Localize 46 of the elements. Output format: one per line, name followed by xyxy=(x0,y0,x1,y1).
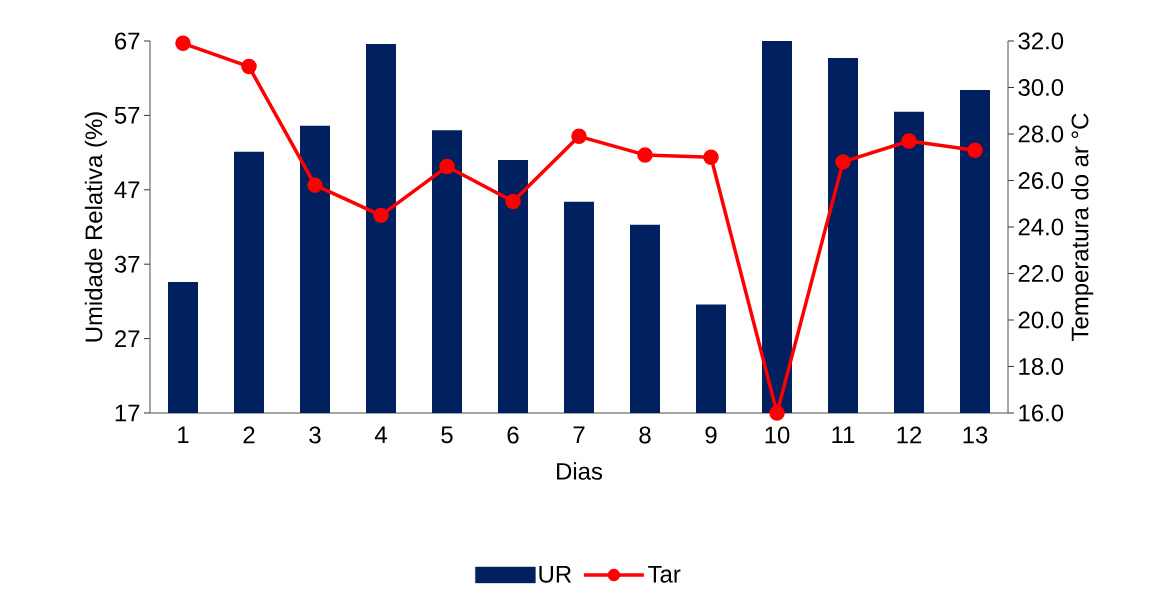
point xyxy=(769,405,785,421)
point xyxy=(637,147,653,163)
y-tick-label: 57 xyxy=(114,107,140,124)
y2-tick-label: 20.0 xyxy=(1018,311,1064,329)
x-tick-label: 1 xyxy=(178,426,189,443)
x-tick-label: 11 xyxy=(832,426,855,443)
y-tick-label: 37 xyxy=(114,255,140,273)
x-axis-title: Dias xyxy=(557,462,603,480)
point xyxy=(703,149,719,165)
point xyxy=(505,193,521,210)
y2-tick-label: 18.0 xyxy=(1019,358,1064,375)
x-tick-label: 13 xyxy=(963,426,988,444)
x-tick-label: 3 xyxy=(309,426,321,444)
x-tick-label: 2 xyxy=(243,426,255,444)
y2-tick-label: 26.0 xyxy=(1018,172,1064,189)
legend-label: Tar xyxy=(648,565,681,583)
y2-axis-title: Temperatura do ar °C xyxy=(1070,113,1094,341)
y2-tick-label: 24.0 xyxy=(1018,218,1064,236)
y-tick-label: 27 xyxy=(115,330,140,347)
y2-tick-label: 32.0 xyxy=(1018,32,1064,50)
x-tick-label: 6 xyxy=(507,426,519,444)
y-tick-label: 67 xyxy=(115,32,140,50)
x-tick-label: 12 xyxy=(897,426,922,444)
point xyxy=(241,58,257,75)
y-tick-label: 47 xyxy=(114,181,140,199)
point xyxy=(307,177,323,193)
x-tick-label: 5 xyxy=(441,426,453,444)
point xyxy=(373,207,389,224)
y2-tick-label: 22.0 xyxy=(1018,265,1064,282)
x-tick-label: 4 xyxy=(374,426,387,443)
y-tick-label: 17 xyxy=(115,404,140,422)
point xyxy=(175,35,191,52)
point xyxy=(571,128,587,145)
y-axis-title: Umidade Relativa (%) xyxy=(84,112,108,342)
point xyxy=(967,142,983,159)
x-tick-label: 7 xyxy=(573,426,585,443)
point xyxy=(901,133,917,149)
y2-tick-label: 28.0 xyxy=(1018,125,1064,143)
x-tick-label: 9 xyxy=(705,426,717,444)
x-tick-label: 10 xyxy=(765,426,790,444)
point xyxy=(439,158,455,175)
point xyxy=(835,154,851,170)
legend-label: UR xyxy=(539,565,572,583)
x-tick-label: 8 xyxy=(639,426,651,444)
y2-tick-label: 30.0 xyxy=(1018,79,1064,96)
y2-tick-label: 16.0 xyxy=(1019,404,1064,422)
